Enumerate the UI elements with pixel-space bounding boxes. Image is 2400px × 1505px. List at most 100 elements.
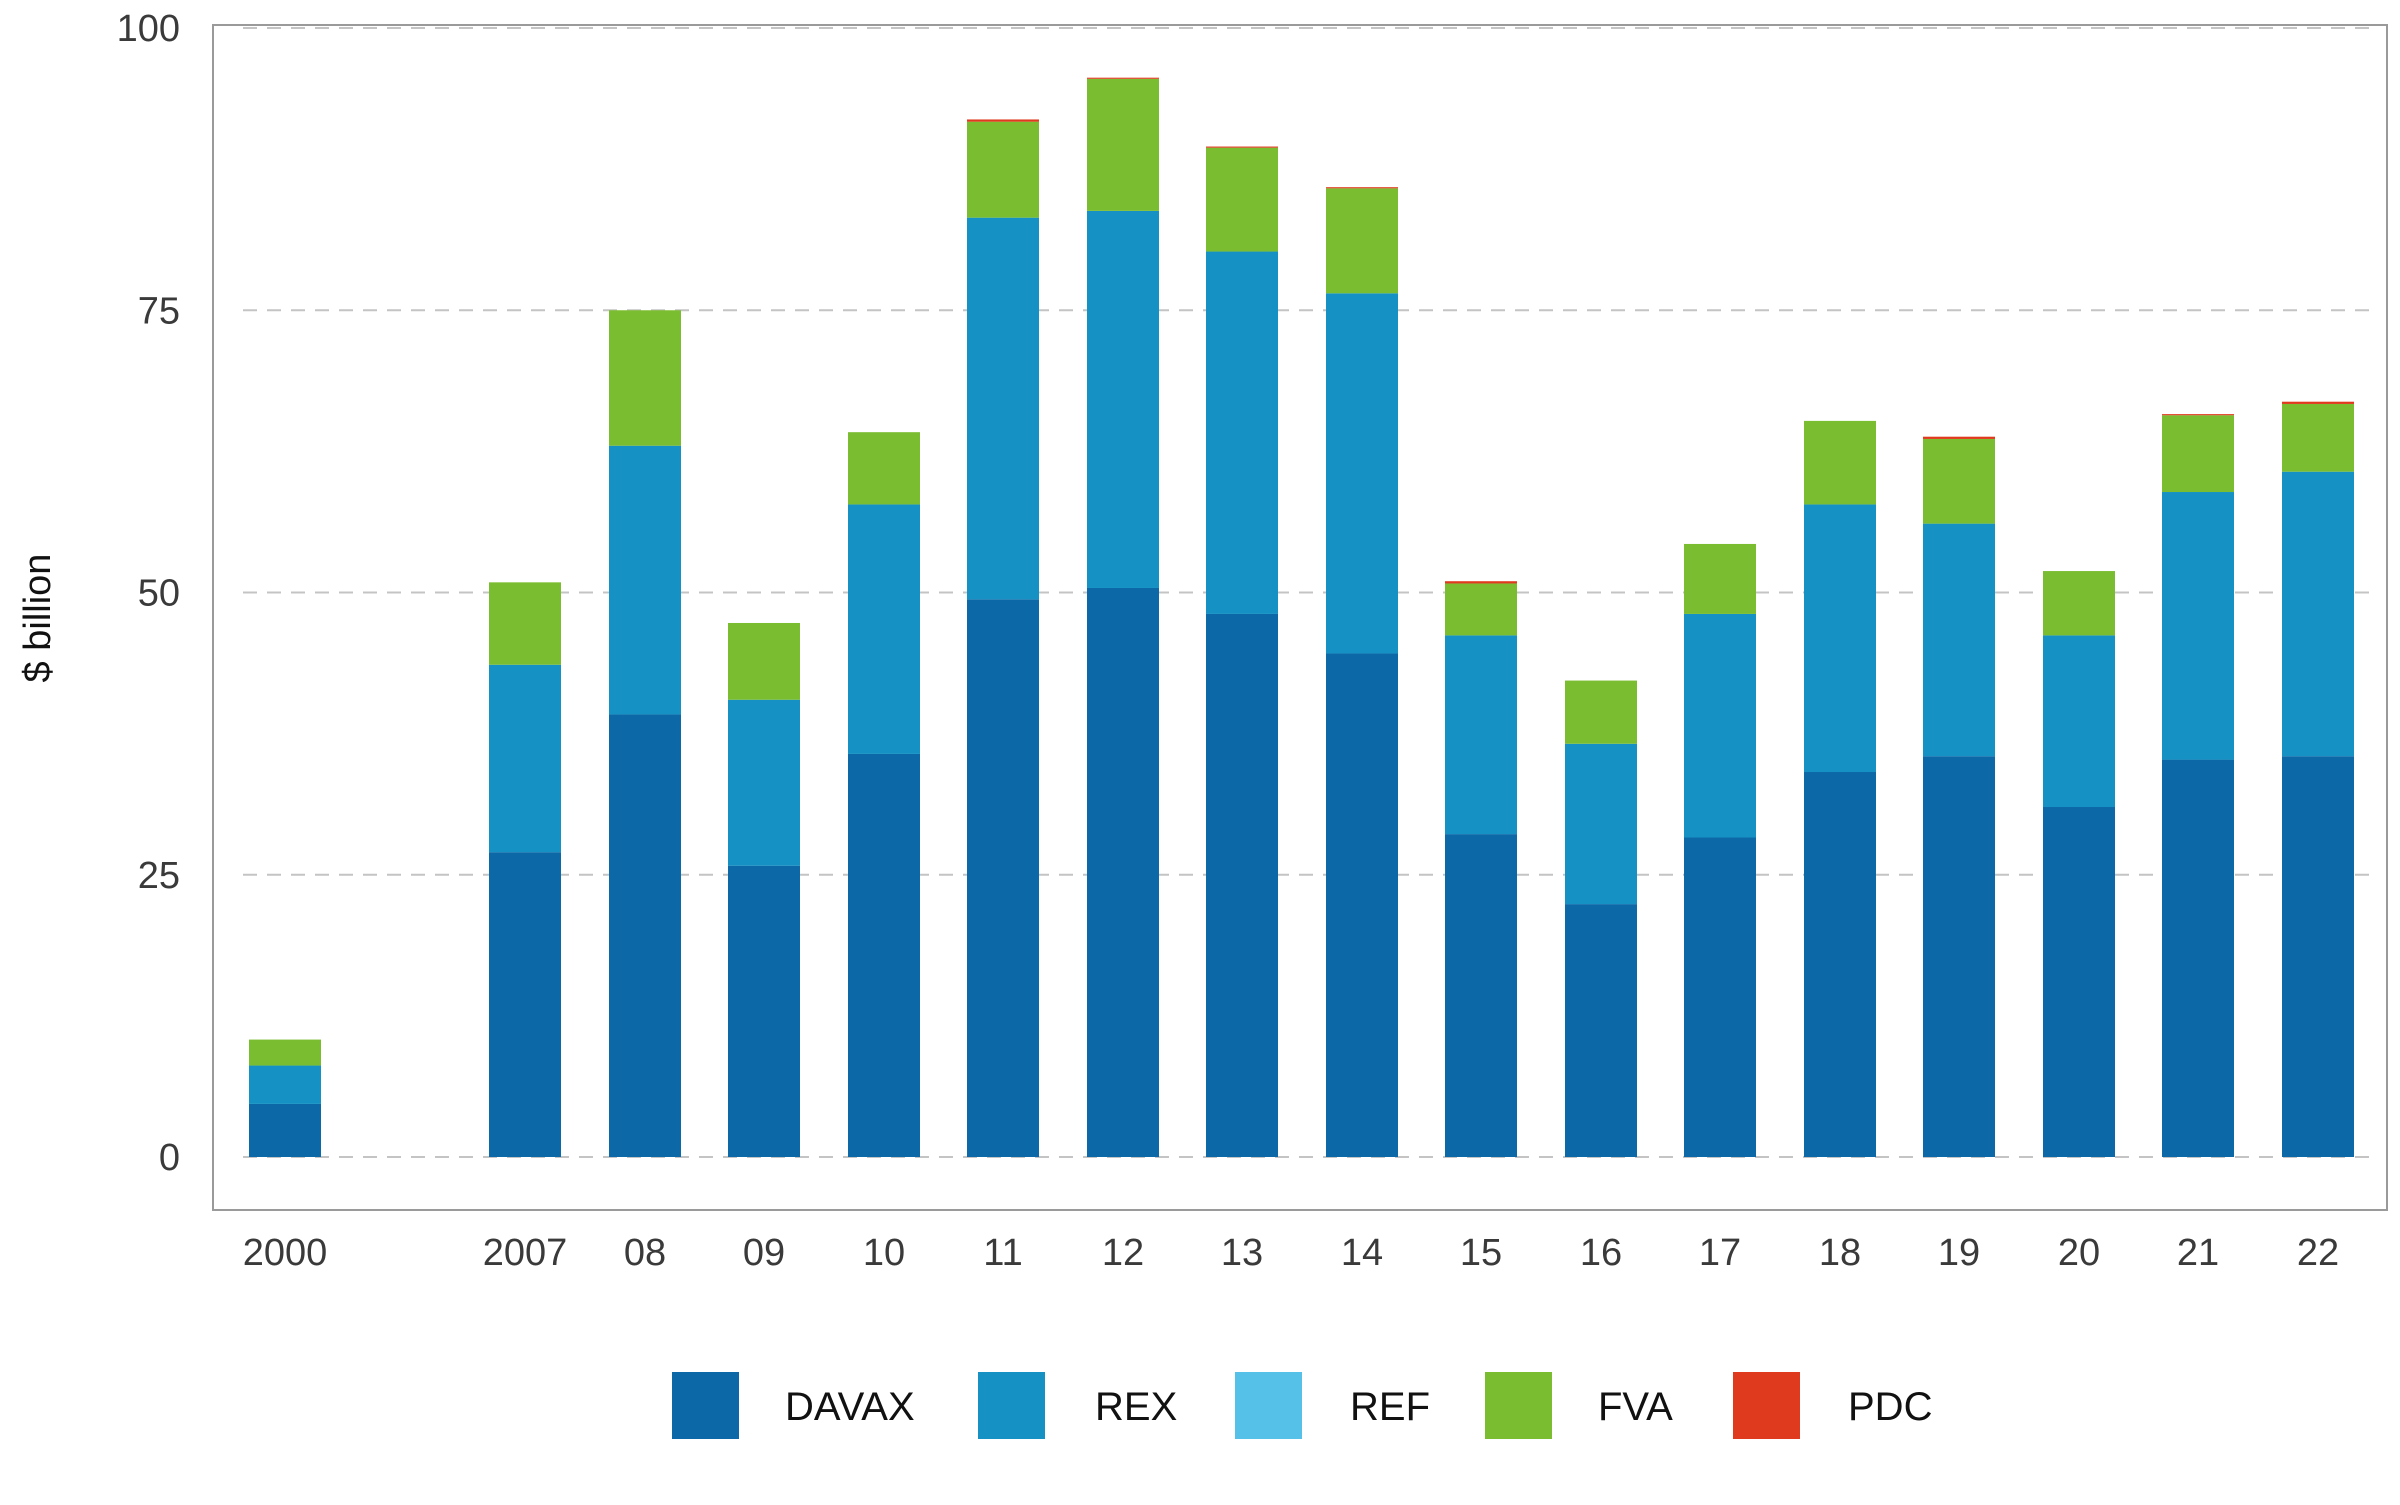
bar-segment-rex-16 <box>1565 743 1637 905</box>
bar-segment-fva-13 <box>1206 147 1278 252</box>
x-tick-label: 10 <box>863 1232 905 1274</box>
bar-segment-pdc-14 <box>1326 187 1398 189</box>
x-tick-label: 11 <box>983 1232 1022 1274</box>
x-tick-label: 21 <box>2177 1232 2219 1274</box>
bar-segment-davax-18 <box>1804 772 1876 1157</box>
bar-segment-fva-19 <box>1923 438 1995 524</box>
legend-swatch-ref <box>1235 1372 1302 1439</box>
gridlines <box>243 27 2375 1158</box>
bar-segment-rex-21 <box>2162 492 2234 760</box>
x-tick-label: 15 <box>1460 1232 1502 1274</box>
legend-swatch-davax <box>672 1372 739 1439</box>
bar-segment-davax-15 <box>1445 834 1517 1157</box>
plot-frame <box>212 24 2388 1211</box>
bar-segment-pdc-11 <box>967 119 1039 122</box>
bar-segment-davax-17 <box>1684 837 1756 1157</box>
legend-label-fva: FVA <box>1598 1385 1673 1429</box>
legend-swatch-fva <box>1485 1372 1552 1439</box>
bar-segment-rex-17 <box>1684 613 1756 838</box>
bar-segment-pdc-21 <box>2162 414 2234 416</box>
bar-segment-rex-12 <box>1087 210 1159 588</box>
bar-segment-fva-2007 <box>489 582 561 665</box>
bar-segment-rex-08 <box>609 445 681 715</box>
x-tick-label: 2000 <box>243 1232 328 1274</box>
bar-segment-fva-2000 <box>249 1039 321 1066</box>
y-axis-title: $ billion <box>17 554 59 683</box>
bar-segment-pdc-13 <box>1206 146 1278 148</box>
legend: DAVAX REX REF FVA PDC <box>672 1372 1932 1439</box>
bar-segment-fva-09 <box>728 622 800 700</box>
x-tick-label: 22 <box>2297 1232 2339 1274</box>
x-tick-label: 19 <box>1938 1232 1980 1274</box>
x-tick-label: 18 <box>1819 1232 1861 1274</box>
y-axis-ticks: 0 25 50 75 100 <box>117 8 180 1179</box>
bar-segment-rex-14 <box>1326 293 1398 654</box>
bar-segment-pdc-15 <box>1445 581 1517 584</box>
bar-segment-fva-14 <box>1326 188 1398 294</box>
bar-segment-rex-13 <box>1206 251 1278 614</box>
y-tick-label: 0 <box>159 1137 180 1179</box>
bar-segment-fva-15 <box>1445 583 1517 636</box>
bar-segment-rex-19 <box>1923 523 1995 757</box>
bar-segment-fva-20 <box>2043 571 2115 636</box>
legend-label-rex: REX <box>1095 1385 1177 1429</box>
bar-segment-davax-22 <box>2282 756 2354 1157</box>
bar-segment-rex-09 <box>728 699 800 866</box>
bar-segment-rex-20 <box>2043 635 2115 808</box>
bar-segment-rex-18 <box>1804 504 1876 773</box>
y-tick-label: 50 <box>138 573 180 615</box>
bar-segment-davax-11 <box>967 599 1039 1157</box>
legend-swatch-pdc <box>1733 1372 1800 1439</box>
bar-segment-davax-12 <box>1087 587 1159 1157</box>
bar-segment-davax-2000 <box>249 1103 321 1157</box>
legend-swatch-rex <box>978 1372 1045 1439</box>
bar-segment-davax-14 <box>1326 653 1398 1157</box>
bar-segment-rex-2007 <box>489 664 561 853</box>
bar-segment-fva-17 <box>1684 543 1756 614</box>
bar-segment-pdc-22 <box>2282 401 2354 404</box>
bar-segment-davax-2007 <box>489 852 561 1157</box>
bar-segment-rex-22 <box>2282 471 2354 757</box>
bar-segment-davax-13 <box>1206 613 1278 1157</box>
bar-segment-pdc-19 <box>1923 436 1995 439</box>
y-tick-label: 25 <box>138 855 180 897</box>
bars <box>249 77 2354 1157</box>
bar-segment-davax-10 <box>848 753 920 1157</box>
bar-segment-davax-20 <box>2043 807 2115 1157</box>
bar-segment-fva-21 <box>2162 415 2234 493</box>
x-tick-label: 08 <box>624 1232 666 1274</box>
bar-segment-pdc-12 <box>1087 77 1159 79</box>
x-tick-label: 2007 <box>483 1232 568 1274</box>
bar-segment-fva-10 <box>848 432 920 505</box>
bar-segment-fva-22 <box>2282 403 2354 472</box>
bar-segment-davax-19 <box>1923 756 1995 1157</box>
legend-label-davax: DAVAX <box>785 1385 915 1429</box>
bar-segment-rex-15 <box>1445 635 1517 835</box>
bar-segment-rex-11 <box>967 217 1039 600</box>
x-tick-label: 14 <box>1341 1232 1383 1274</box>
bar-segment-fva-16 <box>1565 680 1637 744</box>
bar-segment-rex-2000 <box>249 1065 321 1104</box>
bar-segment-davax-16 <box>1565 904 1637 1157</box>
bar-segment-fva-12 <box>1087 78 1159 211</box>
x-tick-label: 17 <box>1699 1232 1741 1274</box>
bar-segment-davax-09 <box>728 865 800 1157</box>
x-tick-label: 09 <box>743 1232 785 1274</box>
legend-label-ref: REF <box>1350 1385 1430 1429</box>
y-tick-label: 75 <box>138 290 180 332</box>
legend-label-pdc: PDC <box>1848 1385 1932 1429</box>
bar-segment-fva-11 <box>967 121 1039 218</box>
x-tick-label: 16 <box>1580 1232 1622 1274</box>
x-axis-ticks: 2000 2007 08 09 10 11 12 13 14 15 16 17 18 19 20 21 22 <box>243 1232 2339 1274</box>
x-tick-label: 20 <box>2058 1232 2100 1274</box>
x-tick-label: 12 <box>1102 1232 1144 1274</box>
bar-segment-fva-18 <box>1804 420 1876 505</box>
bar-segment-davax-21 <box>2162 759 2234 1157</box>
bar-segment-fva-08 <box>609 310 681 446</box>
y-tick-label: 100 <box>117 8 180 50</box>
x-tick-label: 13 <box>1221 1232 1263 1274</box>
bar-segment-rex-10 <box>848 504 920 754</box>
bar-segment-davax-08 <box>609 714 681 1157</box>
